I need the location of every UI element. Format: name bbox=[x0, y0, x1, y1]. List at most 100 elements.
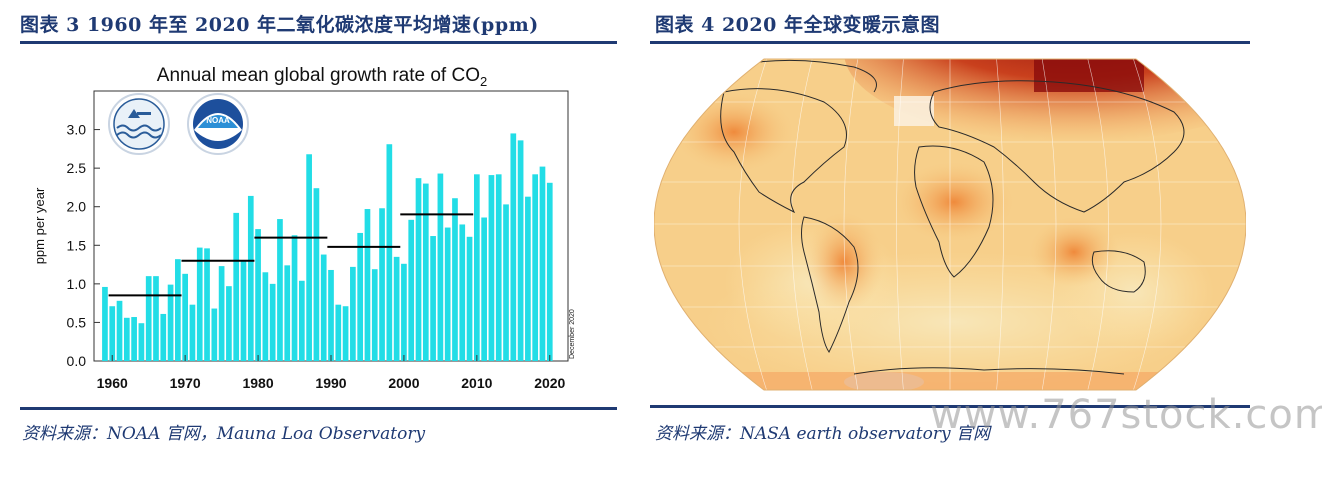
figure3-title: 图表 3 1960 年至 2020 年二氧化碳浓度平均增速(ppm) bbox=[20, 14, 539, 36]
bar-1987 bbox=[306, 154, 312, 361]
bar-1980 bbox=[255, 229, 261, 361]
y-axis-ticks: 0.0 0.5 1.0 1.5 2.0 2.5 3.0 bbox=[67, 122, 100, 369]
noaa-logo: NOAA bbox=[187, 93, 249, 155]
bars-layer bbox=[102, 133, 553, 361]
x-tick-label-2010: 2010 bbox=[461, 375, 492, 391]
bar-2007 bbox=[452, 198, 458, 361]
bar-1983 bbox=[277, 219, 283, 361]
bar-1992 bbox=[342, 306, 349, 361]
bar-1969 bbox=[175, 259, 181, 361]
y-tick-label-2.5: 2.5 bbox=[67, 160, 87, 176]
bar-1986 bbox=[298, 280, 305, 361]
watermark: www.767stock.com bbox=[930, 392, 1322, 438]
bar-2009 bbox=[466, 236, 473, 361]
figure3-bottom-rule bbox=[20, 407, 617, 410]
x-tick-label-1980: 1980 bbox=[242, 375, 273, 391]
bar-2011 bbox=[481, 217, 487, 361]
bar-2013 bbox=[495, 174, 502, 361]
bar-1966 bbox=[153, 276, 159, 361]
bar-1976 bbox=[226, 286, 232, 361]
esrl-logo bbox=[108, 93, 170, 155]
bar-1982 bbox=[269, 283, 276, 361]
bar-1985 bbox=[291, 235, 298, 361]
bar-1978 bbox=[240, 261, 247, 361]
figure4-title-rule bbox=[650, 41, 1250, 44]
chart-title: Annual mean global growth rate of CO bbox=[157, 65, 480, 86]
bar-2010 bbox=[474, 174, 480, 361]
bar-1989 bbox=[320, 254, 327, 361]
bar-2017 bbox=[525, 196, 531, 361]
co2-growth-chart: Annual mean global growth rate of CO2 0.… bbox=[22, 52, 602, 402]
bar-2004 bbox=[430, 236, 436, 361]
x-axis-ticks: 1960 1970 1980 1990 2000 2010 2020 bbox=[97, 355, 566, 391]
x-tick-label-1990: 1990 bbox=[315, 375, 346, 391]
bar-1975 bbox=[218, 266, 225, 361]
decade-average-layer bbox=[108, 213, 474, 297]
y-tick-label-0.5: 0.5 bbox=[67, 314, 87, 330]
bar-1991 bbox=[335, 304, 342, 361]
bar-2020 bbox=[546, 182, 553, 361]
x-tick-label-1960: 1960 bbox=[97, 375, 128, 391]
x-tick-label-1970: 1970 bbox=[170, 375, 201, 391]
bar-1995 bbox=[364, 209, 371, 361]
bar-1973 bbox=[204, 248, 210, 361]
x-tick-label-2000: 2000 bbox=[388, 375, 419, 391]
co2-chart-panel: Annual mean global growth rate of CO2 0.… bbox=[22, 52, 602, 402]
y-tick-label-2.0: 2.0 bbox=[67, 199, 87, 215]
bar-2019 bbox=[539, 166, 546, 361]
x-tick-label-2020: 2020 bbox=[534, 375, 565, 391]
date-note: December 2020 bbox=[569, 309, 576, 359]
bar-1974 bbox=[211, 308, 218, 361]
bar-1979 bbox=[247, 195, 254, 361]
bar-1994 bbox=[357, 232, 364, 361]
bar-1968 bbox=[167, 284, 174, 361]
bar-1964 bbox=[138, 323, 145, 361]
y-tick-label-1.5: 1.5 bbox=[67, 237, 87, 253]
y-tick-label-0.0: 0.0 bbox=[67, 353, 87, 369]
bar-2014 bbox=[503, 204, 509, 361]
bar-1971 bbox=[189, 304, 196, 361]
figure3-title-rule bbox=[20, 41, 617, 44]
bar-1965 bbox=[145, 276, 152, 361]
bar-1999 bbox=[393, 256, 400, 361]
bar-1990 bbox=[328, 269, 334, 361]
bar-2000 bbox=[401, 263, 407, 361]
bar-2002 bbox=[415, 178, 422, 361]
bar-1998 bbox=[386, 144, 393, 361]
bar-1977 bbox=[233, 212, 240, 361]
chart-title-subscript: 2 bbox=[480, 74, 487, 89]
svg-text:NOAA: NOAA bbox=[206, 116, 230, 125]
bar-1962 bbox=[123, 317, 130, 361]
bar-1988 bbox=[313, 188, 320, 361]
bar-1967 bbox=[160, 313, 167, 361]
bar-1959 bbox=[102, 286, 108, 361]
bar-1993 bbox=[350, 266, 356, 361]
svg-text:Annual mean global growth rate: Annual mean global growth rate of CO2 bbox=[157, 65, 487, 89]
bar-2005 bbox=[437, 173, 444, 361]
bar-2008 bbox=[459, 224, 466, 361]
bar-1972 bbox=[196, 247, 203, 361]
bar-1961 bbox=[116, 300, 123, 361]
y-tick-label-3.0: 3.0 bbox=[67, 122, 87, 138]
bar-2006 bbox=[444, 227, 451, 361]
bar-1984 bbox=[284, 265, 291, 361]
y-axis-label: ppm per year bbox=[32, 187, 47, 264]
figure4-source: 资料来源：NASA earth observatory 官网 bbox=[655, 424, 990, 444]
y-tick-label-1.0: 1.0 bbox=[67, 276, 87, 292]
coastlines bbox=[720, 59, 1185, 375]
bar-1970 bbox=[182, 273, 188, 361]
bar-2016 bbox=[517, 140, 524, 361]
warming-map-panel bbox=[653, 52, 1247, 397]
bar-1997 bbox=[379, 208, 385, 361]
bar-1981 bbox=[262, 272, 269, 361]
bar-2001 bbox=[408, 219, 415, 361]
bar-2003 bbox=[422, 183, 429, 361]
bar-1960 bbox=[109, 306, 116, 361]
bar-2012 bbox=[488, 175, 495, 361]
figure4-title: 图表 4 2020 年全球变暖示意图 bbox=[655, 14, 940, 36]
bar-1996 bbox=[371, 269, 378, 361]
bar-1963 bbox=[131, 317, 137, 361]
global-warming-map bbox=[653, 58, 1247, 391]
bar-2015 bbox=[510, 133, 517, 361]
bar-2018 bbox=[532, 174, 539, 361]
